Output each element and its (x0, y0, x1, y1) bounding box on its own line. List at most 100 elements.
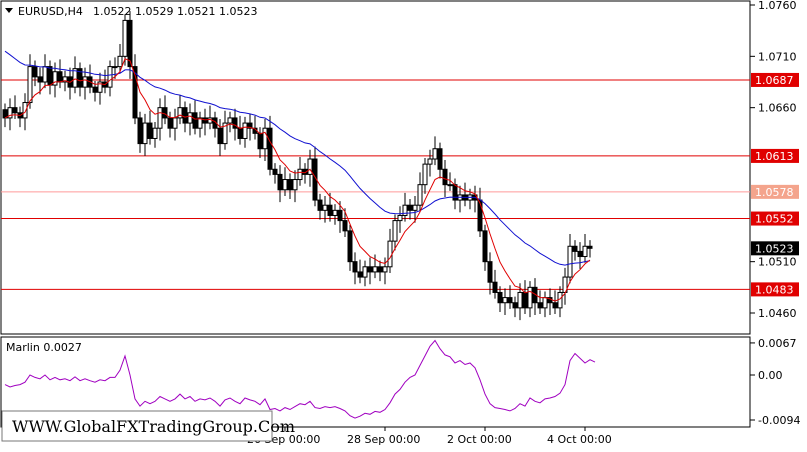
candle-body (257, 132, 263, 150)
price-axis: 1.0760 1.0710 1.0660 1.0510 1.0460 (750, 0, 797, 320)
candle-body (352, 261, 358, 273)
time-tick-label: 2 Oct 00:00 (447, 433, 512, 446)
candle-body (432, 148, 438, 160)
candle-body (147, 122, 153, 139)
candle-body (437, 148, 443, 170)
level-label: 1.0613 (755, 150, 794, 163)
candle-body (202, 117, 208, 124)
candle-body (402, 204, 408, 216)
candle-body (272, 168, 278, 175)
candle-body (142, 122, 148, 145)
candle-body (82, 76, 88, 88)
marlin-line-group (4, 339, 596, 419)
candle-body (192, 112, 198, 129)
candle-body (222, 122, 228, 145)
indicator-tick-label: 0.0067 (758, 337, 797, 350)
candle-body (112, 66, 118, 69)
candle-body (22, 102, 28, 119)
level-badge (751, 282, 799, 297)
candle-body (337, 209, 343, 222)
candle-body (577, 250, 583, 258)
candle-body (117, 55, 123, 68)
ohlc-values: 1.0522 1.0529 1.0521 1.0523 (93, 5, 257, 18)
candles (2, 11, 593, 321)
candle-body (582, 245, 588, 258)
candle-body (292, 179, 298, 191)
candle-body (287, 179, 293, 191)
price-tick-label: 1.0710 (758, 50, 797, 63)
candle-body (262, 127, 268, 150)
candle-body (37, 76, 43, 83)
candle-body (57, 71, 63, 83)
support-resistance-levels: 1.0687 1.0613 1.0578 1.0552 1.0483 1.0523 (1, 72, 799, 297)
candle-body (482, 230, 488, 263)
candle-body (382, 266, 388, 273)
candle-body (2, 109, 8, 119)
candle-body (227, 117, 233, 124)
price-pane (0, 0, 751, 335)
candle-body (97, 81, 103, 93)
candle-body (477, 199, 483, 232)
candle-body (167, 117, 173, 129)
candle-body (92, 86, 98, 93)
candle-body (422, 163, 428, 186)
candle-body (407, 204, 413, 211)
symbol-label: EURUSD,H4 (18, 5, 83, 18)
watermark-text: WWW.GlobalFXTradingGroup.Com (12, 417, 295, 436)
candle-body (187, 112, 193, 124)
candle-body (332, 209, 338, 216)
candle-body (157, 107, 163, 129)
candle-body (397, 214, 403, 222)
candle-body (27, 66, 33, 104)
candle-body (387, 240, 393, 268)
candle-body (122, 19, 128, 57)
candle-body (517, 291, 523, 309)
fast-ma-line (4, 58, 591, 302)
candle-body (182, 107, 188, 124)
level-badge (751, 184, 799, 199)
candle-body (367, 266, 373, 273)
candle-body (522, 291, 528, 309)
candle-body (542, 297, 548, 309)
candle-body (552, 302, 558, 309)
price-tick-label: 1.0460 (758, 307, 797, 320)
level-label: 1.0483 (755, 283, 794, 296)
candle-body (557, 291, 563, 309)
candle-body (42, 66, 48, 83)
candle-body (362, 266, 368, 278)
watermark-frame (1, 410, 273, 442)
candle-body (357, 271, 363, 278)
moving-averages (4, 50, 591, 302)
candle-body (507, 297, 513, 304)
level-badge (751, 72, 799, 87)
marlin-line (4, 339, 596, 419)
candle-body (77, 68, 83, 88)
indicator-label: Marlin 0.0027 (6, 341, 82, 354)
candle-body (502, 297, 508, 304)
candle-body (107, 66, 113, 88)
candle-body (242, 122, 248, 139)
level-badge (751, 148, 799, 163)
collapse-triangle-icon[interactable] (5, 8, 13, 13)
candle-body (427, 158, 433, 165)
candle-body (62, 76, 68, 83)
candle-body (267, 127, 273, 170)
level-label: 1.0552 (755, 213, 794, 226)
candle-body (72, 68, 78, 88)
time-axis: 26 Sep 00:00 28 Sep 00:00 2 Oct 00:00 4 Oct… (247, 427, 612, 446)
level-badge (751, 211, 799, 226)
candle-body (372, 266, 378, 273)
candle-body (172, 117, 178, 129)
current-price-label: 1.0523 (755, 242, 794, 255)
candle-body (232, 117, 238, 129)
candle-body (247, 122, 253, 129)
price-tick-label: 1.0660 (758, 102, 797, 115)
indicator-axis: 0.0067 0.00 -0.0094 (750, 337, 800, 427)
candle-body (132, 66, 138, 119)
candle-body (7, 107, 13, 119)
candle-body (162, 107, 168, 119)
candle-body (537, 302, 543, 309)
price-pane-frame (0, 0, 751, 335)
candle-body (527, 286, 533, 309)
